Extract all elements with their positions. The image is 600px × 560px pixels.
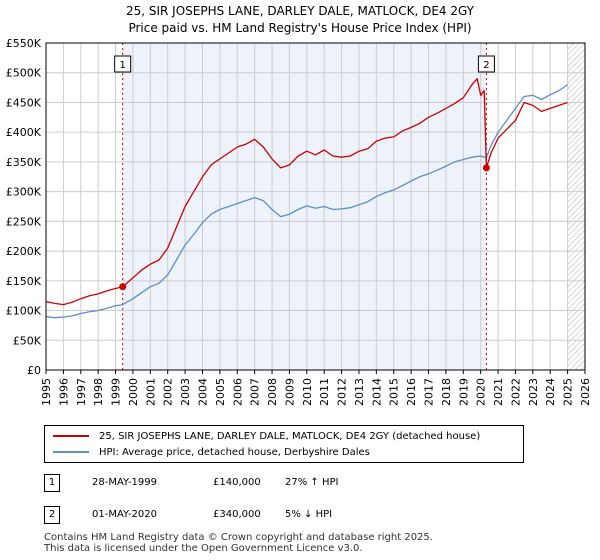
y-tick-label: £450K [6,96,42,109]
annotation-date: 28-MAY-1999 [92,477,158,488]
x-tick-label: 2009 [283,378,296,406]
sale-label-box [114,55,132,73]
legend-swatch-hpi [53,451,89,453]
x-tick-label: 2025 [562,378,575,406]
x-tick-label: 2021 [492,378,505,406]
forecast-hatch [567,43,585,370]
x-tick-label: 2010 [301,378,314,406]
x-tick-label: 2013 [353,378,366,406]
x-tick-label: 1996 [57,378,70,406]
y-axis: £0 £50K £100K £150K £200K £250K £300K £350K £400… [6,37,42,377]
x-tick-label: 1997 [75,378,88,406]
x-tick-label: 1998 [92,378,105,406]
annotation-date: 01-MAY-2020 [92,509,158,520]
legend-label-hpi: HPI: Average price, detached house, Derb… [99,446,370,458]
x-tick-label: 2008 [266,378,279,406]
hpi-line [45,84,568,319]
annotation-hpi: 27% ↑ HPI [285,477,339,488]
x-tick-label: 2001 [144,378,157,406]
x-tick-label: 2018 [440,378,453,406]
series-lines [45,78,568,319]
x-tick-label: 1999 [110,378,123,406]
chart-title-line2: Price paid vs. HM Land Registry's House … [128,21,472,35]
x-tick-label: 2020 [475,378,488,406]
annotation-row-1: 1 28-MAY-1999 £140,000 27% ↑ HPI [0,474,600,494]
x-tick-label: 2011 [318,378,331,406]
x-tick-label: 2000 [127,378,140,406]
chart-title-line1: 25, SIR JOSEPHS LANE, DARLEY DALE, MATLO… [125,4,475,18]
annotation-row-2: 2 01-MAY-2020 £340,000 5% ↓ HPI [0,506,600,526]
annotation-badge: 2 [44,506,60,524]
x-tick-label: 2004 [196,378,209,406]
y-tick-label: £150K [6,275,42,288]
x-tick-label: 2023 [527,378,540,406]
y-tick-label: £400K [6,126,42,139]
sale-point [119,283,127,291]
annotation-price: £140,000 [213,477,261,488]
legend-swatch-property [53,435,89,437]
legend-label-property: 25, SIR JOSEPHS LANE, DARLEY DALE, MATLO… [99,430,481,442]
x-tick-label: 2003 [179,378,192,406]
y-tick-label: £500K [6,67,42,80]
x-tick-label: 2016 [405,378,418,406]
sale-points [119,164,490,291]
sale-label-text: 2 [483,60,489,71]
x-tick-label: 2002 [162,378,175,406]
x-tick-label: 2022 [509,378,522,406]
x-tick-label: 2006 [231,378,244,406]
legend-item-hpi: HPI: Average price, detached house, Derb… [45,444,370,460]
footer: Contains HM Land Registry data © Crown c… [44,532,433,554]
y-tick-label: £0 [27,364,41,377]
y-tick-label: £550K [6,37,42,50]
price-chart: £0 £50K £100K £150K £200K £250K £300K £350K £400… [6,37,592,406]
x-tick-label: 2017 [423,378,436,406]
annotation-price: £340,000 [213,509,261,520]
property-price-line [45,78,568,306]
y-tick-label: £300K [6,186,42,199]
x-tick-label: 2019 [457,378,470,406]
x-tick-label: 1995 [40,378,53,406]
sale-label-text: 1 [119,60,125,71]
x-tick-label: 2005 [214,378,227,406]
x-tick-label: 2014 [370,378,383,406]
legend-item-property: 25, SIR JOSEPHS LANE, DARLEY DALE, MATLO… [45,428,480,444]
y-tick-label: £200K [6,245,42,258]
y-tick-label: £50K [13,334,42,347]
x-tick-label: 2015 [388,378,401,406]
footer-line1: Contains HM Land Registry data © Crown c… [44,532,433,543]
x-tick-label: 2026 [579,378,592,406]
x-tick-label: 2012 [336,378,349,406]
sale-label-box [477,55,495,73]
annotation-badge: 1 [44,474,60,492]
plot-border [45,42,586,371]
footer-line2: This data is licensed under the Open Gov… [44,543,363,554]
x-axis: 1995 1996 1997 1998 1999 2000 2001 2002 2003 2004… [40,370,592,406]
sale-point [482,164,490,172]
legend: 25, SIR JOSEPHS LANE, DARLEY DALE, MATLO… [44,425,524,463]
x-tick-label: 2024 [544,378,557,406]
y-tick-label: £100K [6,305,42,318]
y-tick-label: £250K [6,215,42,228]
x-tick-label: 2007 [249,378,262,406]
y-tick-label: £350K [6,156,42,169]
annotation-hpi: 5% ↓ HPI [285,509,333,520]
